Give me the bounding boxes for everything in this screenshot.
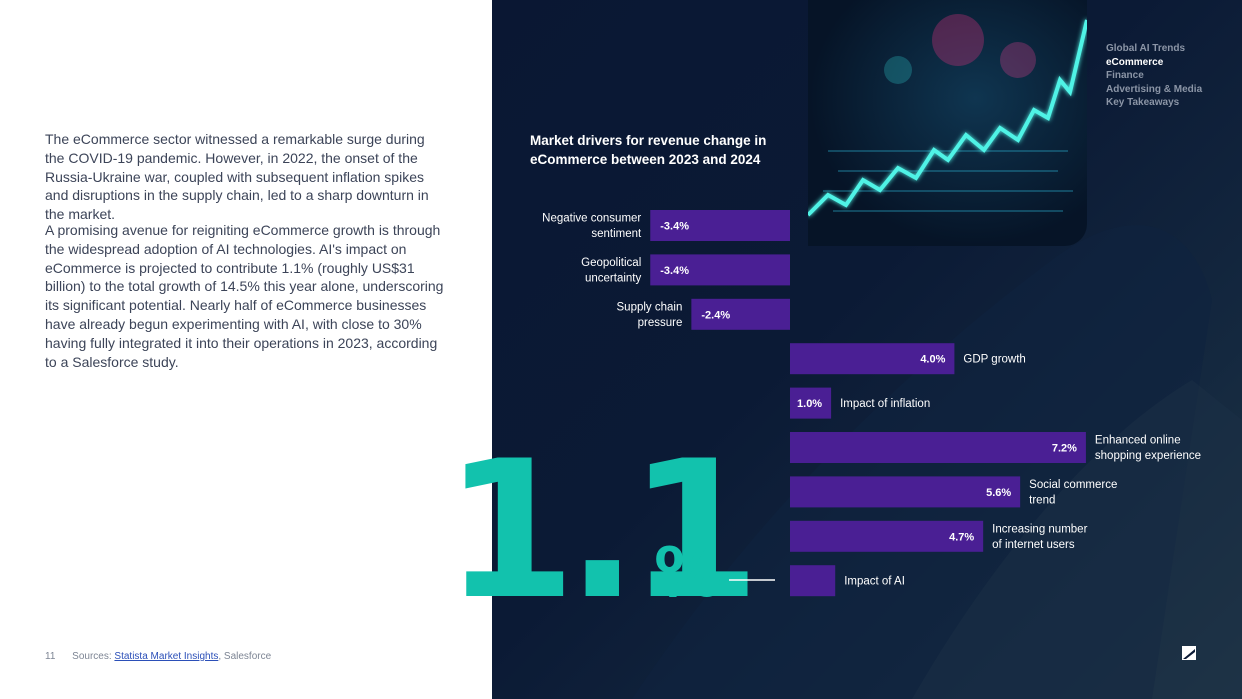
ai-paragraph: A promising avenue for reigniting eComme… [45, 222, 444, 370]
hero-image [808, 0, 1087, 246]
nav-item-global-ai-trends[interactable]: Global AI Trends [1106, 43, 1186, 54]
footer: 11 Sources: Statista Market Insights, Sa… [45, 651, 271, 662]
stock-chart-image [808, 14, 1087, 217]
source-rest: , Salesforce [218, 651, 272, 662]
nav-item-ecommerce[interactable]: eCommerce [1106, 56, 1164, 68]
nav-item-advertising-media[interactable]: Advertising & Media [1106, 83, 1203, 95]
statista-logo-icon [1182, 646, 1196, 660]
sources-label: Sources: [72, 651, 115, 662]
chart-panel: Global AI Trends eCommerce Finance Adver… [492, 0, 1242, 699]
nav-item-key-takeaways[interactable]: Key Takeaways [1106, 97, 1180, 109]
text-column: The eCommerce sector witnessed a remarka… [0, 0, 492, 699]
source-link[interactable]: Statista Market Insights [114, 651, 219, 662]
nav-item-finance[interactable]: Finance [1106, 70, 1144, 82]
intro-paragraph: The eCommerce sector witnessed a remarka… [45, 131, 429, 223]
chart-title: Market drivers for revenue change in eCo… [530, 133, 767, 167]
page-number: 11 [45, 651, 56, 662]
section-nav: Global AI Trends eCommerce Finance Adver… [1106, 42, 1202, 110]
